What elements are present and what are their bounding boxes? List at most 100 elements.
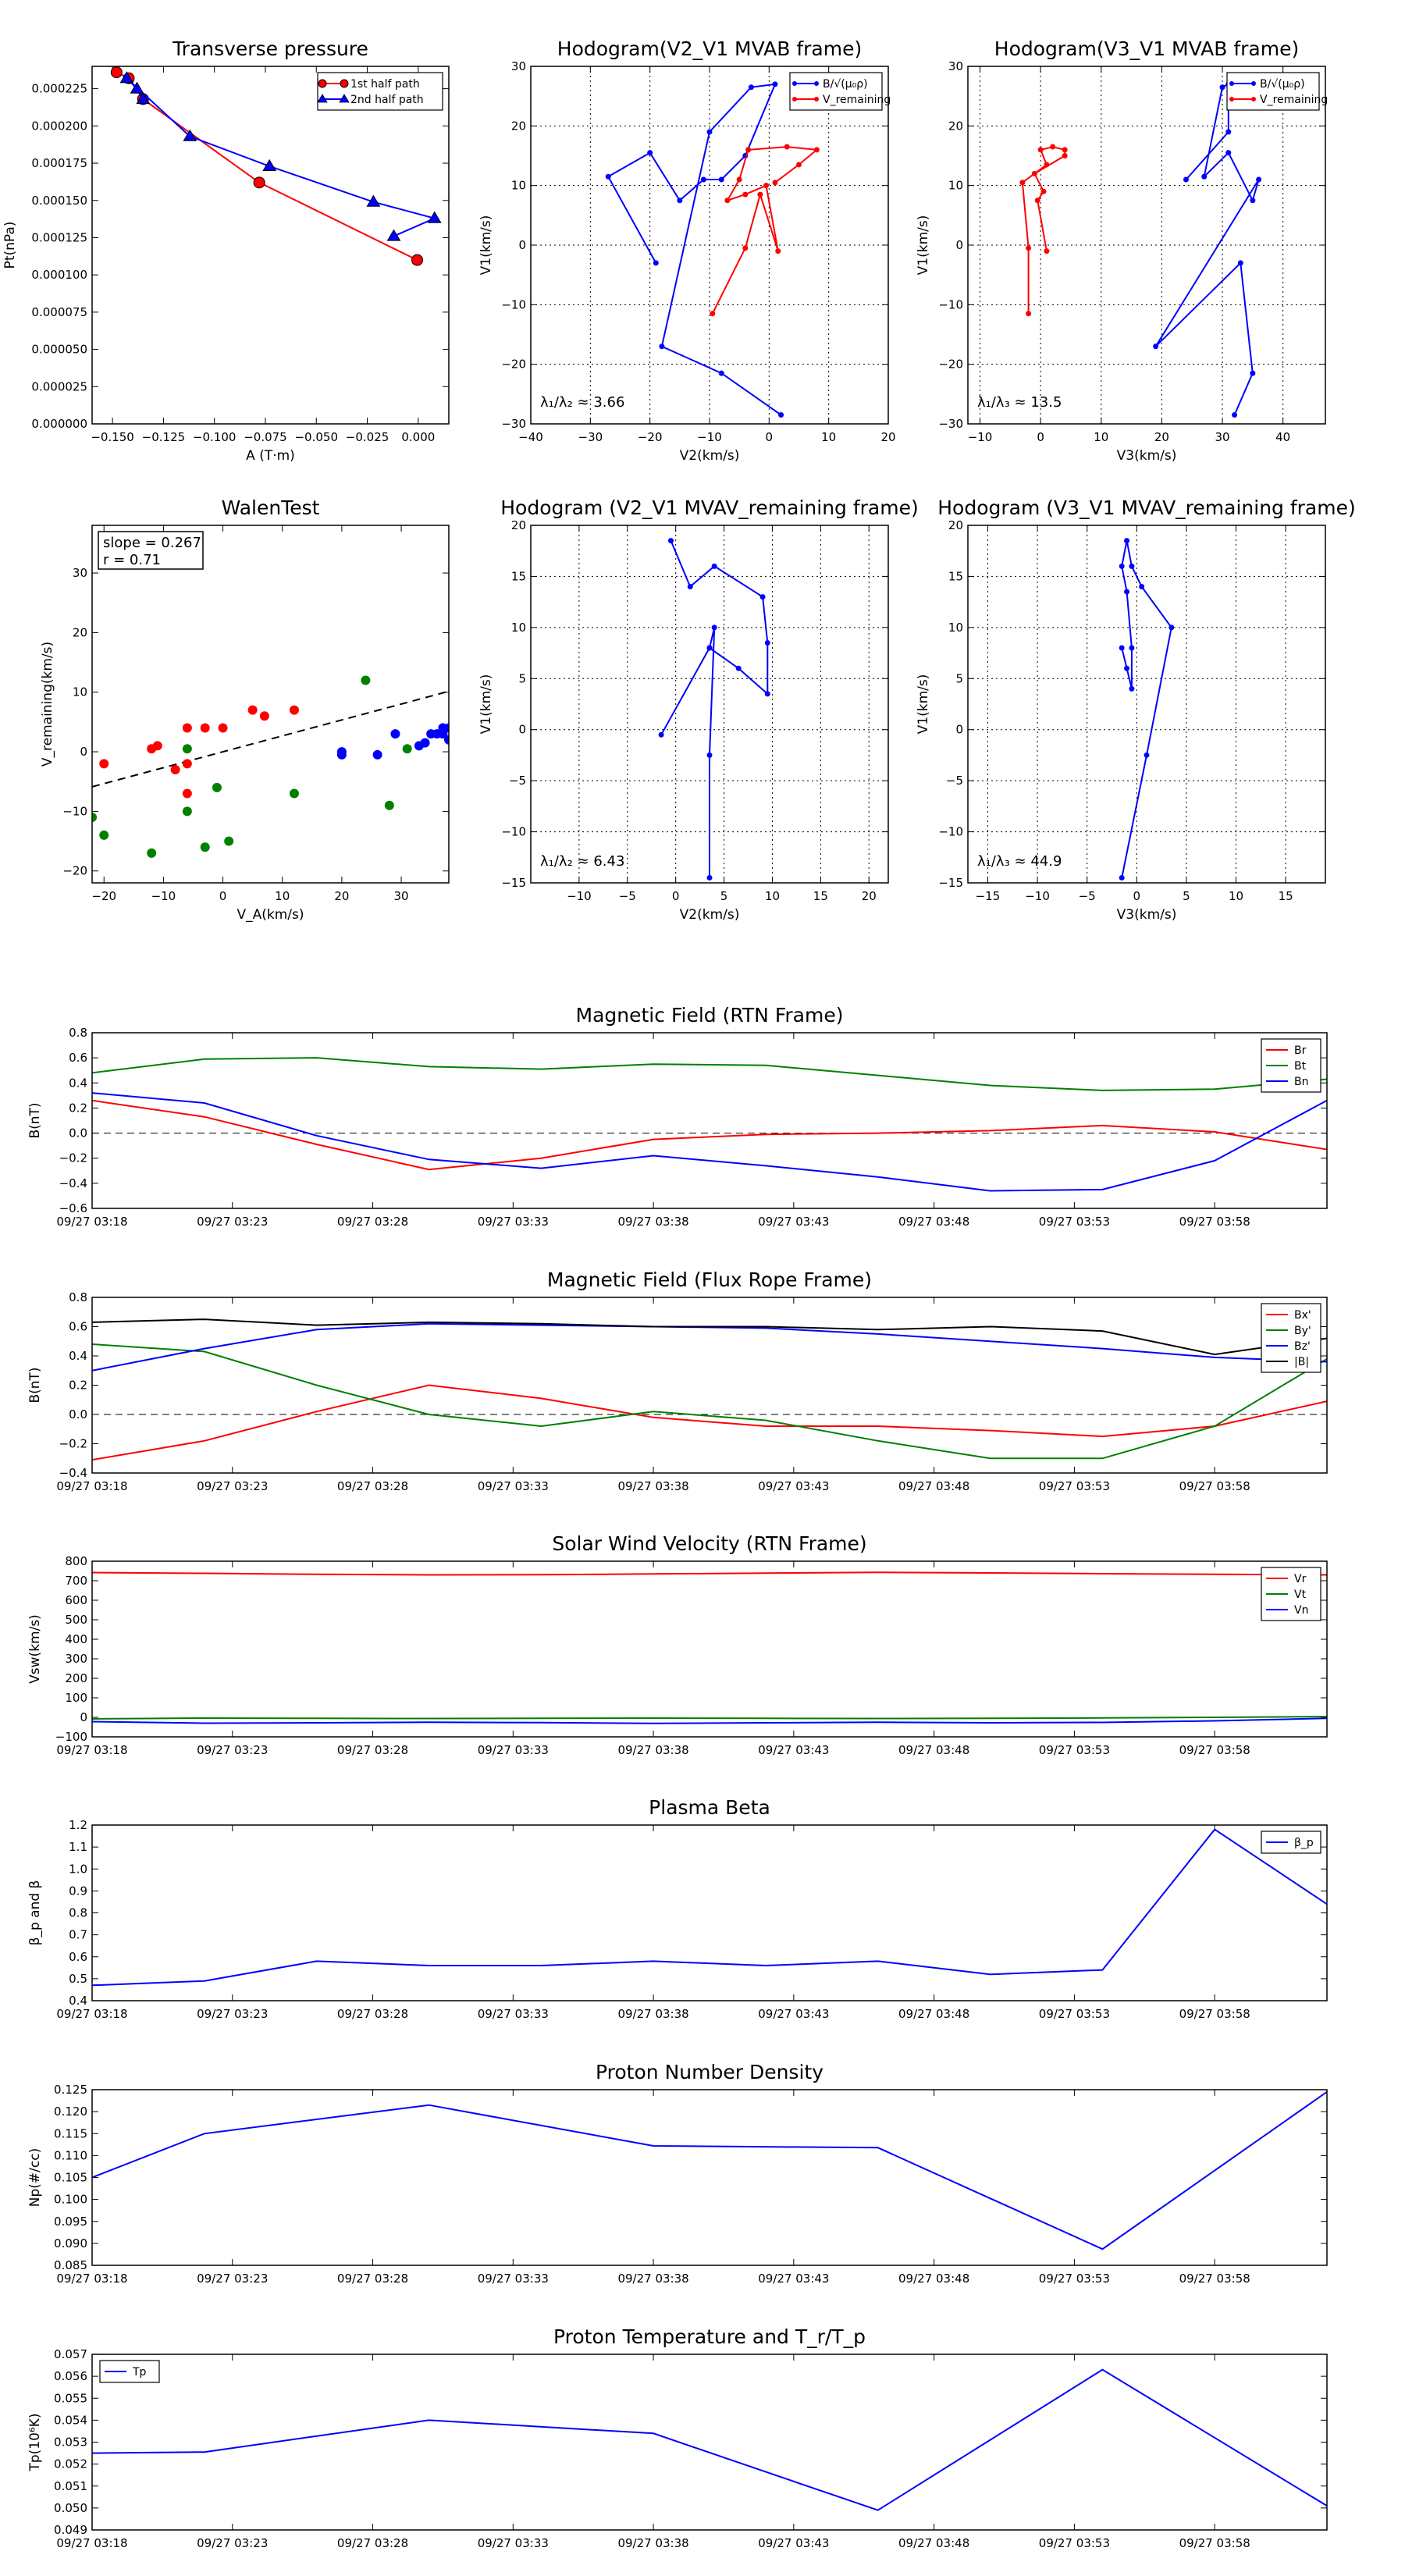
legend-label: By': [1294, 1325, 1311, 1337]
x-tick-label: −20: [91, 889, 116, 903]
y-tick-label: 0.2: [69, 1379, 87, 1393]
data-point: [1168, 624, 1175, 631]
data-point: [259, 711, 269, 721]
data-point: [718, 176, 724, 183]
data-point: [764, 639, 770, 646]
y-tick-label: 1.2: [69, 1818, 87, 1832]
x-tick-label: 09/27 03:53: [1039, 2272, 1110, 2286]
series-bn: [92, 1092, 1327, 1192]
x-tick-label: 09/27 03:53: [1039, 1743, 1110, 1757]
x-tick-label: −0.075: [244, 430, 287, 444]
y-tick-label: −20: [938, 358, 963, 372]
data-point: [1026, 311, 1032, 317]
plot-frame: [967, 525, 1326, 884]
y-tick-label: −20: [62, 864, 87, 878]
y-tick-label: 0.056: [54, 2369, 87, 2383]
chart-title: Magnetic Field (RTN Frame): [576, 1004, 844, 1026]
y-tick-label: −10: [938, 825, 963, 839]
series-line: [92, 1717, 1327, 1724]
data-point: [796, 162, 802, 168]
y-tick-label: 0.051: [54, 2479, 87, 2493]
data-point: [718, 370, 724, 376]
y-tick-label: 0.000025: [31, 379, 87, 393]
y-tick-label: −20: [501, 358, 526, 372]
data-point: [1232, 412, 1238, 418]
y-tick-label: 0.115: [54, 2126, 87, 2140]
data-point: [336, 747, 347, 757]
x-tick-label: 0: [1037, 430, 1044, 444]
data-point: [372, 749, 382, 760]
data-point: [647, 150, 653, 156]
x-axis-label: V2(km/s): [680, 907, 740, 923]
series-tp: [92, 2368, 1327, 2511]
x-tick-label: 09/27 03:18: [56, 2536, 127, 2550]
series-1: [92, 675, 412, 858]
data-point: [772, 81, 778, 87]
data-point: [700, 176, 706, 183]
y-tick-label: −30: [938, 417, 963, 431]
series-line: [92, 1384, 1327, 1461]
series-line: [92, 2368, 1327, 2511]
data-point: [1153, 343, 1159, 350]
data-point: [182, 759, 192, 769]
data-point: [742, 191, 749, 197]
chart-title: WalenTest: [222, 496, 320, 519]
chart-vsw: Solar Wind Velocity (RTN Frame) 09/27 03:…: [27, 1532, 1328, 1757]
data-point: [710, 311, 716, 317]
x-tick-label: 30: [394, 889, 409, 903]
data-point: [1225, 150, 1232, 156]
series-b-: [1153, 81, 1262, 418]
data-point: [748, 84, 754, 91]
y-tick-label: 300: [65, 1652, 87, 1666]
plot-frame: [530, 66, 889, 425]
legend-label: |B|: [1294, 1356, 1309, 1368]
x-tick-label: −0.100: [193, 430, 237, 444]
data-point: [147, 848, 157, 858]
x-tick-label: −5: [1079, 889, 1096, 903]
data-point: [119, 71, 134, 84]
data-point: [224, 836, 234, 846]
data-point: [182, 806, 192, 817]
x-tick-label: 09/27 03:28: [337, 1479, 408, 1493]
y-tick-label: −10: [938, 297, 963, 311]
legend-label: V_remaining: [823, 94, 891, 106]
y-axis-label: Pt(nPa): [2, 222, 18, 269]
x-tick-label: −0.050: [294, 430, 338, 444]
series-b-: [605, 81, 784, 418]
y-tick-label: −10: [501, 825, 526, 839]
y-tick-label: 0.000100: [31, 268, 87, 282]
data-point: [361, 675, 371, 685]
y-tick-label: 0: [80, 745, 87, 759]
data-point: [706, 874, 713, 881]
y-tick-label: 0.2: [69, 1101, 87, 1115]
x-tick-label: 10: [1094, 430, 1108, 444]
x-tick-label: 5: [720, 889, 728, 903]
data-point: [658, 731, 664, 738]
data-point: [813, 147, 820, 153]
x-tick-label: 09/27 03:48: [898, 1215, 969, 1229]
x-tick-label: 09/27 03:38: [617, 1479, 688, 1493]
y-tick-label: −0.2: [59, 1151, 87, 1165]
legend-label: Bn: [1294, 1076, 1308, 1088]
data-point: [1183, 176, 1189, 183]
legend-label: V_remaining: [1260, 94, 1328, 106]
y-tick-label: 0.100: [54, 2193, 87, 2207]
x-tick-label: 09/27 03:48: [898, 2536, 969, 2550]
y-tick-label: −0.4: [59, 1466, 87, 1480]
x-tick-label: 09/27 03:58: [1179, 2007, 1250, 2021]
x-tick-label: 20: [862, 889, 877, 903]
data-point: [390, 729, 400, 739]
x-tick-label: −10: [697, 430, 722, 444]
y-tick-label: 0.000000: [31, 417, 87, 431]
series-0: [99, 705, 299, 799]
data-point: [386, 229, 401, 241]
series-bt: [92, 1057, 1327, 1091]
x-tick-label: −10: [151, 889, 176, 903]
chart-h3: Hodogram (V2_V1 MVAV_remaining frame) −10…: [478, 496, 919, 923]
data-point: [659, 343, 665, 350]
x-tick-label: 40: [1275, 430, 1290, 444]
data-point: [438, 729, 448, 739]
data-point: [1250, 370, 1256, 376]
x-tick-label: 5: [1183, 889, 1190, 903]
x-tick-label: −10: [1025, 889, 1050, 903]
